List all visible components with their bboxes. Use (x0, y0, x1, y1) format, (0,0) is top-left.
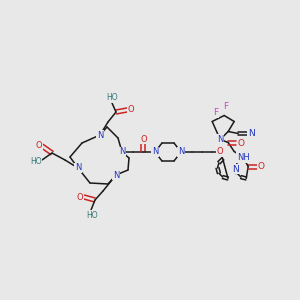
Text: O: O (141, 134, 147, 143)
Text: O: O (128, 106, 134, 115)
Text: N: N (217, 135, 224, 144)
Text: HO: HO (106, 94, 118, 103)
Text: N: N (119, 148, 125, 157)
Text: HO: HO (86, 211, 98, 220)
Text: N: N (232, 164, 239, 173)
Text: N: N (75, 164, 81, 172)
Text: F: F (214, 108, 219, 117)
Text: F: F (224, 102, 229, 111)
Text: O: O (217, 148, 223, 157)
Text: N: N (152, 148, 158, 157)
Text: N: N (178, 148, 184, 157)
Text: O: O (238, 139, 245, 148)
Text: N: N (97, 130, 103, 140)
Text: HO: HO (30, 157, 42, 166)
Text: N: N (248, 129, 255, 138)
Text: O: O (77, 193, 83, 202)
Text: N: N (113, 170, 119, 179)
Text: O: O (36, 142, 42, 151)
Text: O: O (258, 162, 265, 171)
Text: NH: NH (237, 153, 250, 162)
